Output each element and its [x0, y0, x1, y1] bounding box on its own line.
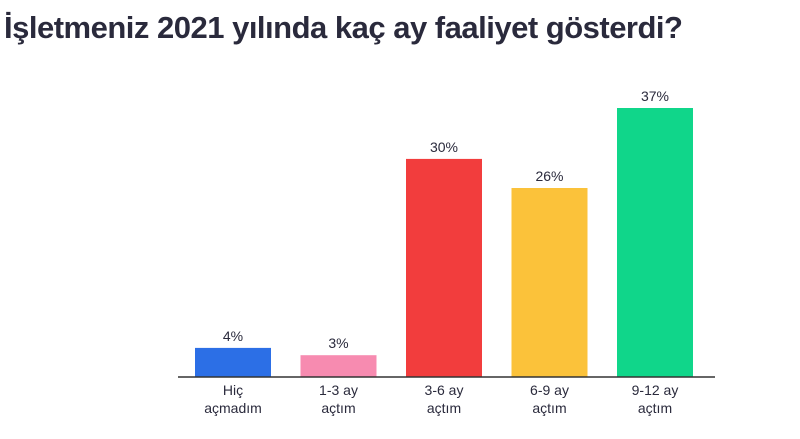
category-label-3-line-2: açtım [427, 400, 461, 416]
bar-value-label-4: 26% [535, 168, 563, 184]
bar-value-label-3: 30% [430, 139, 458, 155]
category-label-5-line-2: açtım [638, 400, 672, 416]
category-label-5-line-1: 9-12 ay [632, 382, 679, 398]
bar-1 [195, 347, 271, 377]
category-label-2-line-2: açtım [321, 400, 355, 416]
category-label-4-line-2: açtım [532, 400, 566, 416]
bar-3 [406, 158, 482, 377]
category-label-3-line-1: 3-6 ay [425, 382, 464, 398]
bar-value-label-5: 37% [641, 88, 669, 104]
bar-4 [511, 188, 588, 377]
bar-2 [300, 355, 377, 377]
category-label-2-line-1: 1-3 ay [319, 382, 358, 398]
category-label-1-line-1: Hiç [223, 382, 243, 398]
category-label-4-line-1: 6-9 ay [530, 382, 569, 398]
chart-title: İşletmeniz 2021 yılında kaç ay faaliyet … [4, 10, 683, 45]
bar-value-label-2: 3% [328, 335, 348, 351]
category-label-1-line-2: açmadım [204, 400, 262, 416]
bars-group: 4% Hiç açmadım 3% 1-3 ay açtım 30% 3-6 ay açtım 2… [195, 88, 693, 416]
bar-5 [617, 108, 693, 377]
bar-value-label-1: 4% [223, 328, 243, 344]
